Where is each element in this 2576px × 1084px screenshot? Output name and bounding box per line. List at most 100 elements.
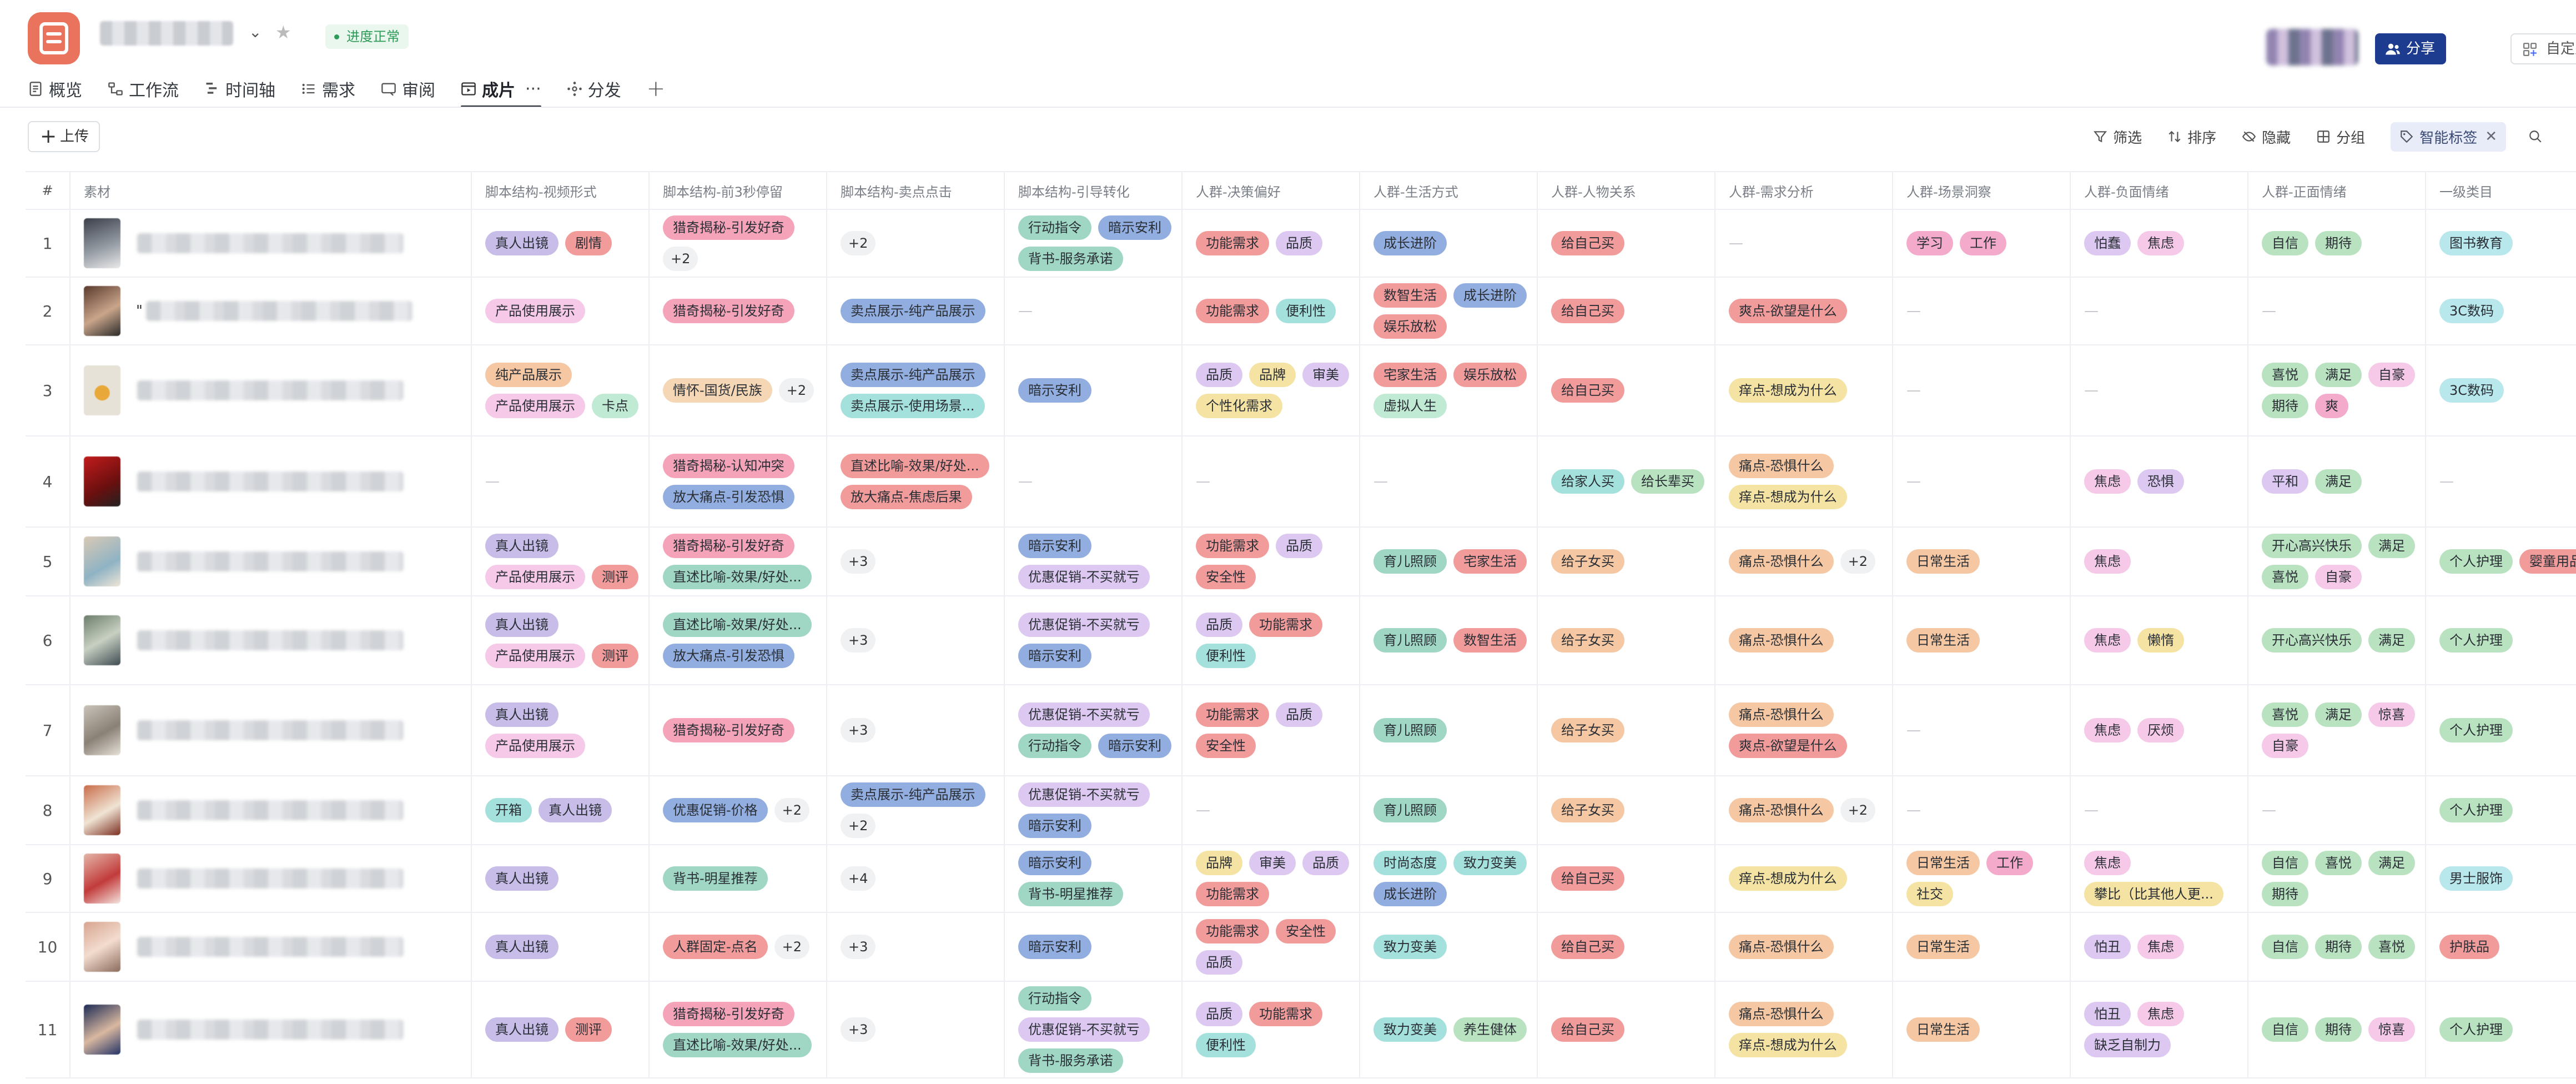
tag-cell[interactable]: 怕丑 焦虑 缺乏自制力 — [2070, 981, 2248, 1078]
tag-chip[interactable]: 真人出镜 — [485, 935, 559, 959]
tag-cell[interactable]: 给子女买 — [1537, 685, 1715, 776]
tag-chip[interactable]: 给子女买 — [1551, 798, 1624, 822]
tag-cell[interactable]: — — [1893, 685, 2071, 776]
tag-cell[interactable]: 育儿照顾 — [1360, 685, 1538, 776]
tag-chip[interactable]: 痛点-恐惧什么 — [1729, 798, 1834, 822]
tag-cell[interactable]: 自信 期待 惊喜 — [2248, 981, 2426, 1078]
tag-cell[interactable]: 纯产品展示 产品使用展示 卡点 — [471, 345, 650, 436]
video-thumbnail[interactable] — [84, 1005, 120, 1055]
tag-chip[interactable]: 优惠促销-价格 — [663, 798, 768, 822]
table-row[interactable]: 2 " 产品使用展示 猎奇揭秘-引发好奇 卖点展示-纯产品展示 — 功能需求 便利性 数智生活成… — [26, 277, 2576, 345]
tag-cell[interactable]: 个人护理 — [2426, 596, 2576, 685]
tag-chip[interactable]: 个人护理 — [2439, 798, 2513, 822]
tab-distribute[interactable]: 分发 — [567, 73, 621, 104]
tag-chip[interactable]: 品质 — [1276, 534, 1322, 558]
material-cell[interactable] — [70, 527, 472, 596]
video-thumbnail[interactable] — [84, 785, 120, 835]
tag-chip[interactable]: 个人护理 — [2439, 628, 2513, 653]
tag-cell[interactable]: 功能需求 便利性 — [1182, 277, 1360, 345]
video-thumbnail[interactable] — [84, 922, 120, 972]
tag-cell[interactable]: — — [2070, 776, 2248, 845]
tag-chip[interactable]: 自信 — [2262, 231, 2308, 255]
tag-chip[interactable]: 痛点-恐惧什么 — [1729, 702, 1834, 727]
video-thumbnail[interactable] — [84, 615, 120, 665]
tag-chip[interactable]: 测评 — [592, 565, 638, 589]
tag-cell[interactable]: 痒点-想成为什么 — [1715, 845, 1893, 913]
tag-cell[interactable]: +3 — [827, 527, 1005, 596]
tag-cell[interactable]: — — [2248, 776, 2426, 845]
tag-chip[interactable]: 怕蠢 — [2084, 231, 2131, 255]
tag-chip[interactable]: 个人护理 — [2439, 1017, 2513, 1042]
tag-chip[interactable]: 惊喜 — [2368, 702, 2415, 727]
tag-chip[interactable]: 给自己买 — [1551, 231, 1624, 255]
tag-chip[interactable]: 喜悦 — [2368, 935, 2415, 959]
tag-cell[interactable]: +2 — [827, 209, 1005, 278]
more-icon[interactable]: ··· — [525, 79, 541, 99]
tag-chip[interactable]: 给家人买 — [1551, 469, 1624, 494]
material-name-redacted[interactable] — [137, 937, 404, 957]
video-thumbnail[interactable] — [84, 218, 120, 268]
upload-button[interactable]: + 上传 — [28, 121, 100, 152]
material-name-redacted[interactable] — [145, 301, 412, 321]
tag-chip[interactable]: 卖点展示-纯产品展示 — [841, 363, 985, 387]
tag-cell[interactable]: — — [471, 436, 650, 528]
tag-chip[interactable]: 品质 — [1302, 851, 1349, 875]
tag-chip[interactable]: 育儿照顾 — [1373, 718, 1447, 742]
tag-chip[interactable]: 宅家生活 — [1453, 549, 1527, 574]
tag-chip[interactable]: 自豪 — [2315, 565, 2362, 589]
tag-cell[interactable]: 日常生活 工作 社交 — [1893, 845, 2071, 913]
tag-chip[interactable]: 暗示安利 — [1018, 644, 1091, 668]
tag-cell[interactable]: 猎奇揭秘-引发好奇 — [649, 685, 827, 776]
material-cell[interactable] — [70, 685, 472, 776]
tag-cell[interactable]: — — [1004, 277, 1183, 345]
tag-chip[interactable]: 给自己买 — [1551, 378, 1624, 403]
tag-cell[interactable]: — — [2070, 345, 2248, 436]
tag-chip[interactable]: 测评 — [592, 644, 638, 668]
tag-cell[interactable]: — — [1182, 776, 1360, 845]
tag-chip[interactable]: 便利性 — [1196, 1033, 1256, 1057]
tag-cell[interactable]: 功能需求 品质 安全性 — [1182, 527, 1360, 596]
tag-cell[interactable]: 真人出镜 产品使用展示 测评 — [471, 527, 650, 596]
tag-cell[interactable]: +3 — [827, 912, 1005, 982]
tag-chip[interactable]: 给自己买 — [1551, 866, 1624, 891]
material-cell[interactable] — [70, 436, 472, 528]
tag-chip[interactable]: 真人出镜 — [485, 866, 559, 891]
tag-chip[interactable]: 真人出镜 — [485, 534, 559, 558]
tag-chip[interactable]: 直述比喻-效果/好处... — [663, 565, 812, 589]
tag-chip[interactable]: 直述比喻-效果/好处... — [663, 613, 812, 637]
tag-chip[interactable]: 婴童用品 — [2519, 549, 2576, 574]
tag-cell[interactable]: 致力变美 养生健体 — [1360, 981, 1538, 1078]
tag-chip[interactable]: 猎奇揭秘-引发好奇 — [663, 299, 794, 323]
tag-chip[interactable]: 痛点-恐惧什么 — [1729, 1002, 1834, 1026]
tag-chip[interactable]: 功能需求 — [1249, 613, 1322, 637]
tag-chip[interactable]: 成长进阶 — [1373, 231, 1447, 255]
tag-cell[interactable]: 优惠促销-不买就亏 暗示安利 — [1004, 596, 1183, 685]
tag-chip[interactable]: 功能需求 — [1249, 1002, 1322, 1026]
more-tags-count[interactable]: +4 — [841, 866, 876, 891]
tag-chip[interactable]: 缺乏自制力 — [2084, 1033, 2171, 1057]
tag-cell[interactable]: 痛点-恐惧什么 — [1715, 596, 1893, 685]
tag-chip[interactable]: 日常生活 — [1906, 1017, 1980, 1042]
tag-chip[interactable]: 人群固定-点名 — [663, 935, 768, 959]
tag-chip[interactable]: 背书-服务承诺 — [1018, 1048, 1123, 1073]
close-icon[interactable]: ✕ — [2485, 128, 2497, 145]
tag-cell[interactable]: 猎奇揭秘-引发好奇 +2 — [649, 209, 827, 278]
tag-cell[interactable]: 焦虑 — [2070, 527, 2248, 596]
tag-cell[interactable]: 焦虑 厌烦 — [2070, 685, 2248, 776]
tag-chip[interactable]: 焦虑 — [2084, 718, 2131, 742]
tag-chip[interactable]: 功能需求 — [1196, 919, 1269, 944]
tag-cell[interactable]: 人群固定-点名 +2 — [649, 912, 827, 982]
tag-chip[interactable]: 焦虑 — [2084, 851, 2131, 875]
table-row[interactable]: 8 开箱 真人出镜 优惠促销-价格 +2 卖点展示-纯产品展示 +2 优惠促销-不买就亏 暗示安… — [26, 776, 2576, 845]
tag-cell[interactable]: 爽点-欲望是什么 — [1715, 277, 1893, 345]
tag-cell[interactable]: 个人护理婴童用品 — [2426, 527, 2576, 596]
tag-cell[interactable]: 给自己买 — [1537, 277, 1715, 345]
material-cell[interactable] — [70, 209, 472, 278]
tag-cell[interactable]: 真人出镜 剧情 — [471, 209, 650, 278]
tag-cell[interactable]: — — [1893, 776, 2071, 845]
tag-chip[interactable]: 期待 — [2315, 1017, 2362, 1042]
tag-chip[interactable]: 卖点展示-使用场景... — [841, 394, 985, 418]
tag-chip[interactable]: 直述比喻-效果/好处... — [841, 454, 989, 478]
tag-chip[interactable]: 期待 — [2315, 935, 2362, 959]
tag-chip[interactable]: 开心高兴快乐 — [2262, 628, 2362, 653]
